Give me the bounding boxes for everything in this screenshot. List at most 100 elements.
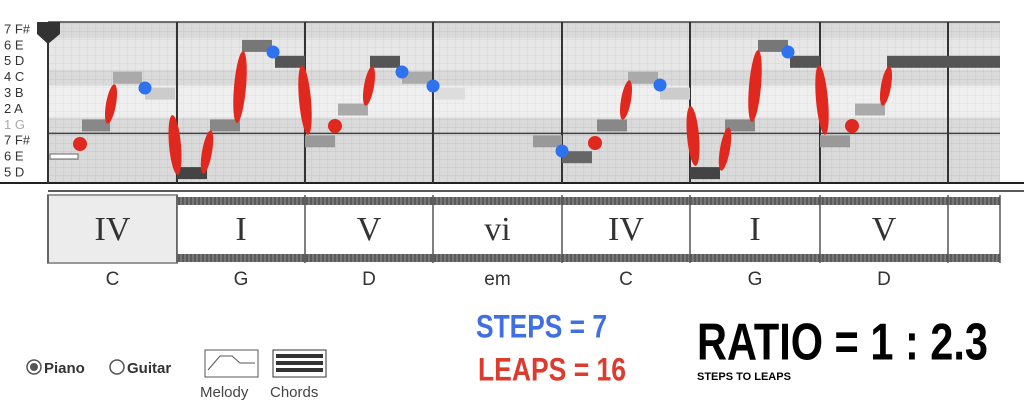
chord-cell[interactable]: [690, 205, 820, 254]
scale-degree-label: 6 E: [4, 37, 24, 52]
controls: Piano Guitar Melody Chords STEPS = 7 LEA…: [26, 308, 988, 401]
leap-dot: [328, 119, 342, 133]
leap-marker: [104, 84, 118, 124]
roll-band: [48, 37, 1000, 70]
chord-name: G: [748, 269, 763, 290]
chord-name: D: [877, 269, 891, 290]
note: [628, 71, 658, 84]
chord-cell[interactable]: [433, 205, 562, 254]
scale-degree-label: 4 C: [4, 69, 24, 84]
view-label[interactable]: Chords: [270, 384, 318, 401]
leap-marker: [686, 106, 700, 166]
chord-cell[interactable]: [820, 205, 948, 254]
leap-marker: [200, 130, 214, 174]
roll-band: [48, 85, 1000, 118]
chord-name: em: [484, 269, 510, 290]
note: [790, 55, 820, 68]
icon-bar: [276, 368, 323, 372]
leap-dot: [73, 137, 87, 151]
steps-count: STEPS = 7: [476, 308, 607, 344]
chord-numeral: I: [235, 211, 246, 248]
step-dot: [426, 79, 440, 93]
note: [690, 167, 720, 180]
leap-marker: [748, 50, 762, 122]
leap-dot: [845, 119, 859, 133]
note: [210, 119, 240, 132]
icon-bar: [276, 361, 323, 365]
chord-numeral: vi: [484, 211, 510, 248]
note: [177, 167, 207, 180]
scale-degree-label: 7 F#: [4, 21, 31, 36]
option-label[interactable]: Piano: [44, 360, 85, 377]
chord-numeral: V: [357, 211, 382, 248]
leap-marker: [718, 127, 732, 171]
note: [145, 87, 175, 100]
chord-cell[interactable]: [177, 205, 305, 254]
view-label[interactable]: Melody: [200, 384, 249, 401]
note: [402, 71, 432, 84]
note: [435, 87, 465, 100]
note: [855, 103, 885, 116]
icon-line: [207, 355, 255, 371]
chord-name: D: [362, 269, 376, 290]
note: [562, 151, 592, 164]
note: [660, 87, 690, 100]
chord-cell[interactable]: [305, 205, 433, 254]
note: [338, 103, 368, 116]
radio-guitar[interactable]: [109, 359, 125, 375]
scale-degree-label: 2 A: [4, 101, 23, 116]
scale-degree-label: 3 B: [4, 85, 24, 100]
note: [275, 55, 305, 68]
step-dot: [555, 144, 569, 158]
chord-stripe: [48, 254, 1000, 262]
note: [725, 119, 755, 132]
step-dot: [653, 78, 667, 92]
scroll-handle: [49, 153, 79, 160]
chord-name: C: [619, 269, 633, 290]
note: [370, 55, 400, 68]
leap-marker: [298, 65, 312, 135]
leap-dot: [588, 136, 602, 150]
option-label[interactable]: Guitar: [127, 360, 171, 377]
leap-marker: [815, 65, 829, 135]
leap-marker: [233, 51, 247, 123]
chord-numeral: IV: [608, 211, 644, 248]
step-dot: [395, 65, 409, 79]
step-dot: [266, 45, 280, 59]
leaps-count: LEAPS = 16: [478, 351, 626, 387]
chord-numeral: IV: [95, 211, 131, 248]
chord-name: G: [234, 269, 249, 290]
chord-stripe: [48, 197, 1000, 205]
scale-degree-label: 7 F#: [4, 133, 31, 148]
leap-marker: [362, 66, 376, 106]
chord-name: C: [106, 269, 120, 290]
note: [597, 119, 627, 132]
piano-roll: 7 F#6 E5 D4 C3 B2 A1 G7 F#6 E5 D: [0, 21, 1024, 192]
scale-degree-label: 5 D: [4, 53, 24, 68]
chord-cell[interactable]: [562, 205, 690, 254]
radio-dot: [30, 363, 38, 371]
leap-marker: [879, 66, 893, 106]
step-dot: [138, 81, 152, 95]
note: [305, 135, 335, 148]
note: [242, 39, 272, 52]
note: [82, 119, 110, 132]
note: [887, 55, 1000, 68]
step-dot: [781, 45, 795, 59]
playhead: [37, 22, 60, 44]
scale-degree-label: 5 D: [4, 165, 24, 180]
note: [533, 135, 562, 148]
leap-marker: [168, 115, 182, 175]
scale-degree-label: 1 G: [4, 117, 25, 132]
note: [758, 39, 788, 52]
ratio-caption: STEPS TO LEAPS: [697, 371, 791, 383]
chord-numeral: I: [749, 211, 760, 248]
leap-marker: [619, 80, 633, 120]
ratio: RATIO = 1 : 2.3: [697, 314, 988, 372]
icon-bar: [276, 354, 323, 358]
note: [113, 71, 142, 84]
note: [820, 135, 850, 148]
chord-numeral: V: [872, 211, 897, 248]
